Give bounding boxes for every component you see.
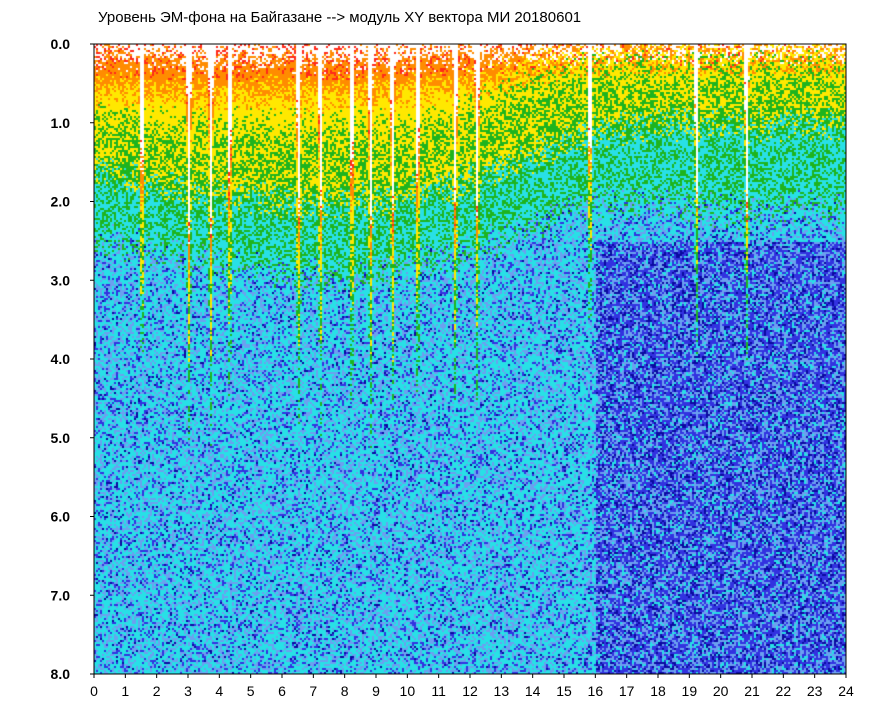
x-tick-label: 19 xyxy=(682,683,698,699)
y-tick-label: 3.0 xyxy=(51,272,71,288)
x-tick-label: 9 xyxy=(372,683,380,699)
x-tick-label: 24 xyxy=(838,683,854,699)
x-tick-label: 10 xyxy=(400,683,416,699)
y-tick-label: 8.0 xyxy=(51,666,71,682)
x-tick-label: 4 xyxy=(215,683,223,699)
y-tick-label: 6.0 xyxy=(51,509,71,525)
x-tick-label: 7 xyxy=(309,683,317,699)
x-tick-label: 15 xyxy=(556,683,572,699)
x-tick-label: 13 xyxy=(494,683,510,699)
x-tick-label: 20 xyxy=(713,683,729,699)
x-tick-label: 11 xyxy=(431,683,446,699)
x-tick-label: 12 xyxy=(462,683,478,699)
x-tick-label: 22 xyxy=(776,683,792,699)
x-tick-label: 21 xyxy=(744,683,760,699)
x-tick-label: 16 xyxy=(588,683,604,699)
y-tick-label: 0.0 xyxy=(51,36,71,52)
chart-title: Уровень ЭМ-фона на Байгазане --> модуль … xyxy=(98,9,581,26)
x-tick-label: 8 xyxy=(341,683,349,699)
x-tick-label: 1 xyxy=(121,683,129,699)
x-tick-label: 18 xyxy=(650,683,666,699)
y-tick-label: 4.0 xyxy=(51,351,71,367)
x-tick-label: 14 xyxy=(525,683,541,699)
x-tick-label: 0 xyxy=(90,683,98,699)
y-tick-label: 5.0 xyxy=(51,430,71,446)
plot-area xyxy=(94,44,846,674)
x-tick-label: 6 xyxy=(278,683,286,699)
x-tick-label: 2 xyxy=(153,683,161,699)
x-tick-label: 17 xyxy=(619,683,635,699)
x-axis: 0 1 2 3 4 5 6 7 8 9 10 11 12 13 14 15 16 17 18 19 20 21 22 23 24 xyxy=(90,674,854,699)
x-tick-label: 23 xyxy=(807,683,823,699)
y-tick-label: 2.0 xyxy=(51,194,71,210)
x-tick-label: 5 xyxy=(247,683,255,699)
y-axis: 0.0 1.0 2.0 3.0 4.0 5.0 6.0 7.0 8.0 xyxy=(51,36,94,682)
heatmap-image xyxy=(94,44,846,674)
x-tick-label: 3 xyxy=(184,683,192,699)
y-tick-label: 7.0 xyxy=(51,587,71,603)
y-tick-label: 1.0 xyxy=(51,115,71,131)
